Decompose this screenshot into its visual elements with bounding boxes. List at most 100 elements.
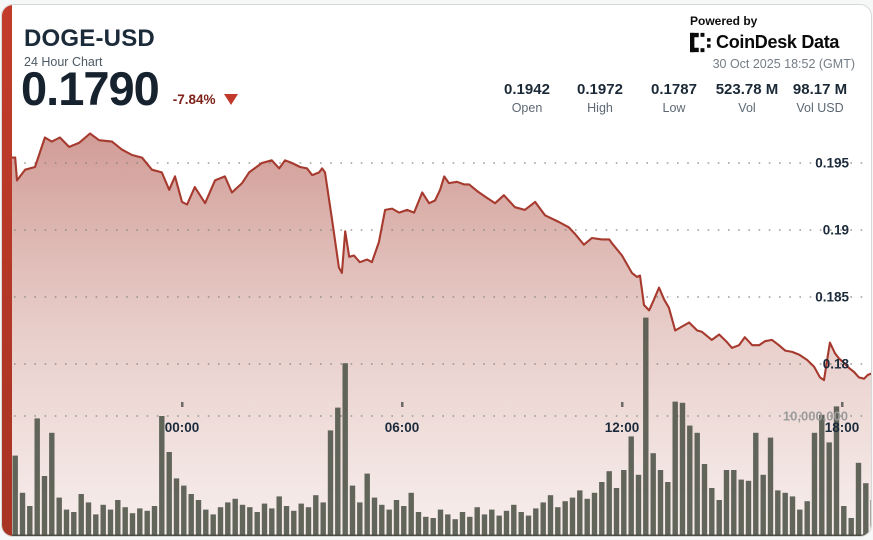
volume-bar <box>210 514 216 536</box>
volume-bar <box>533 508 539 536</box>
volume-bar <box>173 478 180 536</box>
volume-bar <box>833 406 840 536</box>
volume-bar <box>753 432 759 536</box>
volume-bar <box>217 507 224 536</box>
volume-gridline-label: 10,000,000 <box>783 409 848 424</box>
volume-bar <box>863 483 869 536</box>
volume-bar <box>716 500 722 536</box>
volume-bar <box>100 504 106 536</box>
volume-bar <box>34 418 40 536</box>
volume-bar <box>701 464 708 536</box>
volume-bar <box>745 480 752 536</box>
volume-bar <box>415 512 422 536</box>
volume-bar <box>613 488 620 536</box>
volume-bar <box>643 317 649 536</box>
volume-bar <box>78 494 84 536</box>
volume-bar <box>254 512 260 536</box>
volume-bar <box>71 512 77 536</box>
stat-value: 523.78 M <box>715 81 779 98</box>
volume-bar <box>283 506 290 536</box>
volume-bar <box>188 494 194 536</box>
price-tick-label: 0.195 <box>815 156 849 171</box>
volume-bar <box>562 501 568 536</box>
volume-bar <box>767 437 774 536</box>
time-tick-mark <box>181 402 184 407</box>
stat-value: 0.1972 <box>577 81 623 98</box>
stat-vol-usd: 98.17 M Vol USD <box>772 81 868 115</box>
volume-bar <box>181 485 187 536</box>
volume-bar <box>650 453 656 536</box>
stat-label: Open <box>511 101 543 115</box>
volume-bar <box>555 507 561 536</box>
stat-high: 0.1972 High <box>552 81 648 115</box>
volume-bar <box>628 436 634 536</box>
volume-baseline <box>12 534 865 536</box>
change-block: -7.84% <box>173 92 238 107</box>
symbol-block: DOGE-USD 24 Hour Chart <box>24 25 155 69</box>
volume-bar <box>122 507 128 536</box>
coindesk-logo-icon <box>690 32 711 53</box>
current-price: 0.1790 <box>21 62 160 115</box>
volume-bar <box>599 482 605 536</box>
price-volume-chart[interactable]: 10,000,000 00:00 06:00 12:00 18:00 0.195 0.19 0… <box>2 5 872 537</box>
volume-bar <box>584 498 590 536</box>
volume-bar <box>327 430 334 536</box>
volume-bar <box>687 425 693 536</box>
volume-bar <box>459 512 466 536</box>
volume-bar <box>401 506 407 536</box>
left-accent-bar <box>2 5 12 536</box>
coindesk-brand: CoinDesk Data <box>690 32 855 53</box>
volume-bar <box>232 498 238 536</box>
down-triangle-icon <box>223 94 238 105</box>
chart-subtitle: 24 Hour Chart <box>24 55 103 69</box>
volume-bar <box>195 500 202 536</box>
volume-bar <box>672 401 678 536</box>
volume-bar <box>496 515 502 536</box>
volume-bar <box>357 502 363 536</box>
stat-low: 0.1787 Low <box>626 81 722 115</box>
volume-bar <box>393 500 400 536</box>
volume-bar <box>49 432 55 536</box>
volume-bar <box>19 492 26 536</box>
volume-bar <box>408 492 414 536</box>
volume-bar <box>452 519 458 536</box>
volume-bar <box>731 470 737 536</box>
volume-bar <box>665 482 671 536</box>
volume-bar <box>225 502 231 536</box>
stat-label: Vol USD <box>796 101 844 115</box>
time-tick-label: 12:00 <box>605 420 640 435</box>
volume-bar <box>12 455 18 536</box>
time-tick-mark <box>621 402 624 407</box>
volume-bar <box>445 514 451 536</box>
volume-bar <box>819 414 825 536</box>
volume-bar <box>540 502 546 536</box>
volume-bar <box>93 514 99 536</box>
volume-bar <box>379 504 385 536</box>
volume-bar <box>430 518 436 536</box>
volume-bar <box>511 504 517 536</box>
volume-bar <box>276 496 282 536</box>
volume-bar <box>423 516 429 536</box>
powered-by-label: Powered by <box>690 14 758 28</box>
volume-bar <box>115 500 121 536</box>
stat-label: High <box>587 101 613 115</box>
volume-bar <box>547 495 554 536</box>
volume-bar <box>467 516 473 536</box>
volume-bar <box>291 510 297 536</box>
volume-bar <box>569 497 576 536</box>
volume-bar <box>848 518 854 536</box>
volume-bar <box>760 474 766 536</box>
volume-bar <box>144 510 150 536</box>
volume-bar <box>56 497 62 536</box>
volume-bar <box>298 503 304 536</box>
time-tick-label: 00:00 <box>165 420 200 435</box>
volume-bar <box>826 442 832 536</box>
stat-open: 0.1942 Open <box>479 81 575 115</box>
chart-card: 10,000,000 00:00 06:00 12:00 18:00 0.195 0.19 0… <box>1 4 872 537</box>
volume-bar <box>518 512 524 536</box>
volume-bar <box>305 507 312 536</box>
volume-bar <box>261 503 268 536</box>
volume-bar <box>723 470 730 536</box>
volume-bar <box>342 363 348 536</box>
volume-bar <box>437 509 444 536</box>
